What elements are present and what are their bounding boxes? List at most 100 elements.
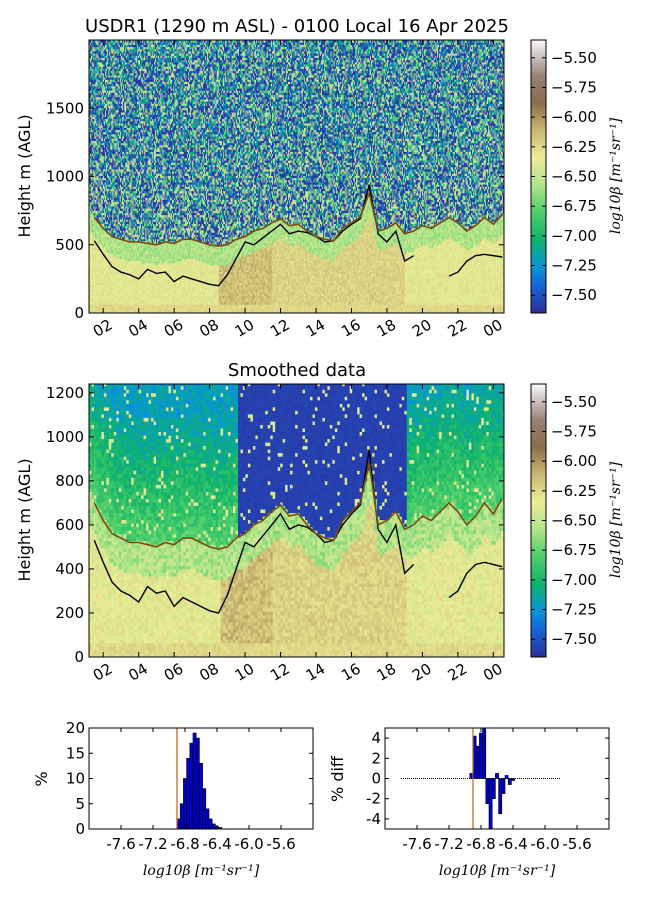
x-tick-label: 08 — [196, 660, 222, 685]
x-tick-label: 04 — [125, 660, 151, 685]
x-tick-label: 06 — [161, 660, 187, 685]
x-tick-label: -7.2 — [434, 835, 463, 853]
x-tick-label: 18 — [374, 316, 400, 341]
chart-a-title: USDR1 (1290 m ASL) - 0100 Local 16 Apr 2… — [85, 16, 509, 37]
x-tick-label: -6.8 — [466, 835, 495, 853]
y-tick-label: 800 — [55, 472, 84, 490]
x-tick-label: 08 — [196, 316, 222, 341]
colorbar-tick-label: −5.75 — [551, 78, 597, 96]
x-tick-label: 10 — [232, 660, 258, 685]
x-tick-label: -7.6 — [402, 835, 431, 853]
x-tick-label: -6.0 — [234, 835, 263, 853]
y-tick-label: 1000 — [46, 428, 84, 446]
histogram-bar — [511, 779, 514, 781]
x-tick-label: -7.2 — [138, 835, 167, 853]
y-tick-label: 500 — [55, 236, 84, 254]
y-tick-label: 20 — [66, 719, 85, 737]
x-tick-label: 12 — [267, 316, 293, 341]
colorbar-tick-label: −5.75 — [551, 422, 597, 440]
x-tick-label: 16 — [338, 316, 364, 341]
y-tick-label: 0 — [74, 648, 84, 666]
histogram-bar — [212, 824, 215, 829]
histogram-bar — [190, 743, 193, 829]
histogram-bar — [193, 733, 196, 829]
colorbar-tick-label: −6.25 — [551, 482, 597, 500]
y-tick-label: 400 — [55, 560, 84, 578]
y-tick-label: -4 — [366, 810, 381, 828]
y-tick-label: 1500 — [46, 99, 84, 117]
y-tick-label: 200 — [55, 604, 84, 622]
histogram-bar — [499, 779, 502, 814]
histogram-bar — [495, 773, 498, 778]
chart-b-ylabel: Height m (AGL) — [15, 458, 34, 581]
histogram-bar — [502, 779, 505, 794]
x-tick-label: 10 — [232, 316, 258, 341]
histogram-bar — [196, 738, 199, 829]
x-tick-label: 12 — [267, 660, 293, 685]
histogram-bar — [508, 779, 511, 785]
chart-a-colorbar-label: log10β [m⁻¹sr⁻¹] — [608, 117, 624, 234]
chart-a-heatmap — [89, 40, 506, 314]
y-tick-label: 2 — [371, 749, 381, 767]
y-tick-label: 1000 — [46, 168, 84, 186]
histogram-bar — [180, 804, 183, 829]
x-tick-label: 14 — [303, 316, 329, 341]
histogram-bar — [489, 779, 492, 830]
histogram-bar — [183, 779, 186, 830]
x-tick-label: 18 — [374, 660, 400, 685]
histogram-bar — [486, 779, 489, 804]
chart-b-title: Smoothed data — [228, 360, 366, 381]
x-tick-label: 20 — [409, 660, 435, 685]
colorbar-tick-label: −5.50 — [551, 393, 597, 411]
colorbar-tick-label: −6.75 — [551, 541, 597, 559]
colorbar-tick-label: −6.00 — [551, 108, 597, 126]
colorbar-tick-label: −5.50 — [551, 49, 597, 67]
colorbar-tick-label: −7.00 — [551, 571, 597, 589]
x-tick-label: 02 — [90, 316, 116, 341]
colorbar-tick-label: −6.50 — [551, 168, 597, 186]
y-tick-label: 0 — [371, 770, 381, 788]
x-tick-label: -5.6 — [266, 835, 295, 853]
x-tick-label: 14 — [303, 660, 329, 685]
colorbar-tick-label: −7.25 — [551, 601, 597, 619]
x-tick-label: 02 — [90, 660, 116, 685]
y-tick-label: 4 — [371, 729, 381, 747]
y-tick-label: 10 — [66, 770, 85, 788]
colorbar-tick-label: −6.75 — [551, 197, 597, 215]
y-tick-label: 15 — [66, 744, 85, 762]
histogram-bar — [479, 733, 482, 778]
histogram-bar — [476, 746, 479, 778]
colorbar-tick-label: −6.25 — [551, 138, 597, 156]
x-tick-label: 22 — [445, 316, 471, 341]
y-tick-label: 0 — [75, 820, 85, 838]
histogram-bar — [206, 809, 209, 829]
histogram-c-ylabel: % — [32, 771, 51, 786]
x-tick-label: -6.4 — [202, 835, 231, 853]
x-tick-label: 00 — [480, 660, 506, 685]
colorbar-tick-label: −7.50 — [551, 630, 597, 648]
y-tick-label: 0 — [74, 304, 84, 322]
y-tick-label: -2 — [366, 790, 381, 808]
histogram-bar — [483, 728, 486, 779]
chart-b-colorbar-label: log10β [m⁻¹sr⁻¹] — [608, 461, 624, 578]
histogram-d-ylabel: % diff — [328, 755, 347, 802]
histogram-bar — [199, 763, 202, 829]
histogram-c-xlabel: log10β [m⁻¹sr⁻¹] — [143, 863, 260, 879]
x-tick-label: 06 — [161, 316, 187, 341]
x-tick-label: 00 — [480, 316, 506, 341]
y-tick-label: 600 — [55, 516, 84, 534]
x-tick-label: -6.0 — [530, 835, 559, 853]
chart-a-ylabel: Height m (AGL) — [15, 114, 34, 237]
colorbar-tick-label: −7.00 — [551, 227, 597, 245]
histogram-bar — [187, 758, 190, 829]
x-tick-label: -7.6 — [106, 835, 135, 853]
y-tick-label: 5 — [75, 795, 85, 813]
colorbar-tick-label: −7.50 — [551, 286, 597, 304]
x-tick-label: 04 — [125, 316, 151, 341]
x-tick-label: -5.6 — [562, 835, 591, 853]
histogram-bar — [203, 789, 206, 829]
histogram-d-xlabel: log10β [m⁻¹sr⁻¹] — [439, 863, 556, 879]
